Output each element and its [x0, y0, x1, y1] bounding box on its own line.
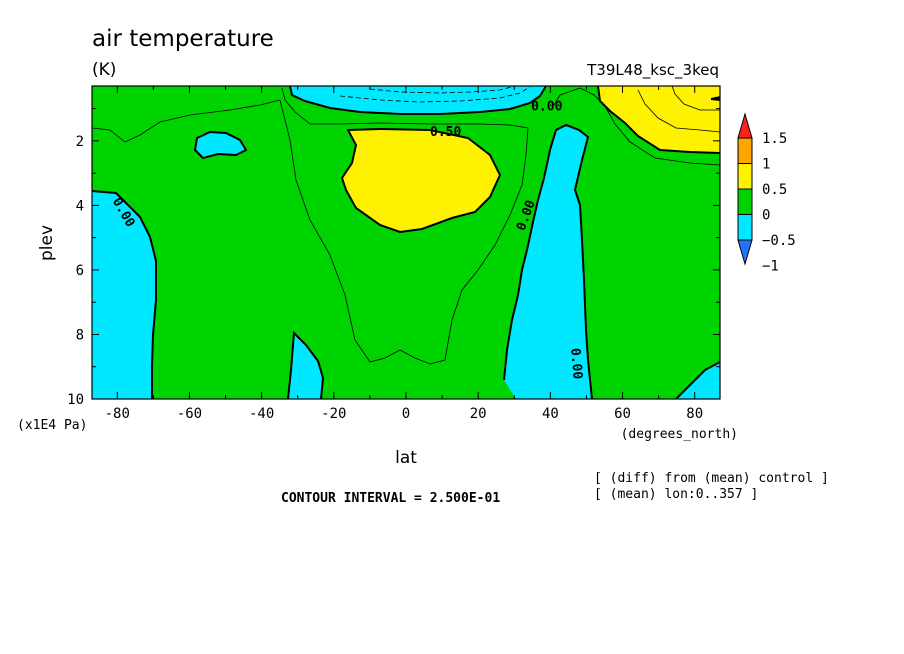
contour-minor-inner: [279, 87, 529, 365]
minor-contours: [92, 86, 720, 365]
contour-zero-southeast: [675, 361, 720, 399]
zero-contours: [92, 86, 720, 399]
contour-label-1: 0.50: [430, 125, 461, 140]
contour-zero-blob: [193, 130, 248, 160]
x-tick-label: -80: [105, 406, 130, 422]
colorbar-arrow-top: [737, 112, 753, 139]
region-cyan-southeast: [676, 362, 720, 399]
colorbar-label-1: 1: [762, 157, 770, 173]
contour-label-0: 0.00: [531, 99, 562, 114]
region-cyan-top: [290, 86, 546, 114]
x-axis-label: lat: [395, 448, 417, 468]
contour-minor-west: [92, 99, 281, 143]
x-tick-label: 20: [470, 406, 487, 422]
colorbar-label-2: 0.5: [762, 182, 787, 198]
y-axis: 2 4 6 8 10: [67, 108, 720, 408]
contour-minor-ne-inner2: [671, 86, 720, 111]
y-tick-label: 4: [76, 198, 84, 214]
x-tick-label: 0: [402, 406, 410, 422]
region-cyan-blob-sw: [195, 132, 246, 158]
contour-zero-top: [289, 86, 547, 115]
contour-label-4: 0.00: [567, 347, 585, 380]
contour-zero-sliver: [287, 330, 325, 399]
colorbar-label-0: 1.5: [762, 131, 787, 147]
contour-minor-east: [553, 87, 720, 166]
x-tick-label: 80: [686, 406, 703, 422]
contour-zero-center-east: [503, 123, 593, 399]
contour-minor-top-neg: [339, 86, 531, 103]
colorbar-label-4: −0.5: [762, 233, 796, 249]
region-cyan-sliver: [288, 333, 323, 399]
x-axis: -80 -60 -40 -20 0 20 40 60 80: [105, 86, 703, 422]
northeast-marker: [711, 96, 720, 101]
region-cyan-west: [92, 191, 156, 399]
x-tick-label: -40: [249, 406, 274, 422]
y-axis-units: (x1E4 Pa): [17, 418, 87, 433]
colorbar-arrow-bottom: [737, 239, 753, 266]
region-yellow-center: [342, 129, 500, 232]
units-label: (K): [92, 60, 116, 80]
x-tick-label: 60: [614, 406, 631, 422]
colorbar-label-3: 0: [762, 208, 770, 224]
colorbar-box-2: [737, 188, 753, 215]
contour-zero-west: [92, 190, 157, 399]
colorbar-box-1: [737, 163, 753, 190]
colorbar-label-5: −1: [762, 259, 779, 275]
note-diff: [ (diff) from (mean) control ]: [594, 471, 829, 486]
contour-interval: CONTOUR INTERVAL = 2.500E-01: [281, 491, 500, 506]
colorbar: 1.5 1 0.5 0 −0.5 −1: [737, 112, 796, 275]
x-tick-label: -20: [321, 406, 346, 422]
colorbar-box-3: [737, 214, 753, 241]
x-tick-label: -60: [177, 406, 202, 422]
note-mean: [ (mean) lon:0..357 ]: [594, 487, 758, 502]
region-yellow-northeast: [598, 86, 720, 153]
colorbar-box-0: [737, 137, 753, 164]
y-tick-label: 10: [67, 392, 84, 408]
contour-minor-top-neg2: [369, 86, 516, 94]
plot-area: [92, 86, 720, 399]
region-cyan-center-east: [504, 125, 592, 399]
x-axis-units: (degrees_north): [621, 427, 738, 442]
chart-title: air temperature: [92, 26, 274, 52]
y-tick-label: 8: [76, 327, 84, 343]
contour-half-center: [340, 127, 502, 234]
x-tick-label: 40: [542, 406, 559, 422]
experiment-label: T39L48_ksc_3keq: [586, 61, 719, 80]
contour-minor-ne-inner: [637, 89, 720, 133]
y-tick-label: 2: [76, 134, 84, 150]
y-axis-label: plev: [37, 225, 57, 261]
y-tick-label: 6: [76, 263, 84, 279]
